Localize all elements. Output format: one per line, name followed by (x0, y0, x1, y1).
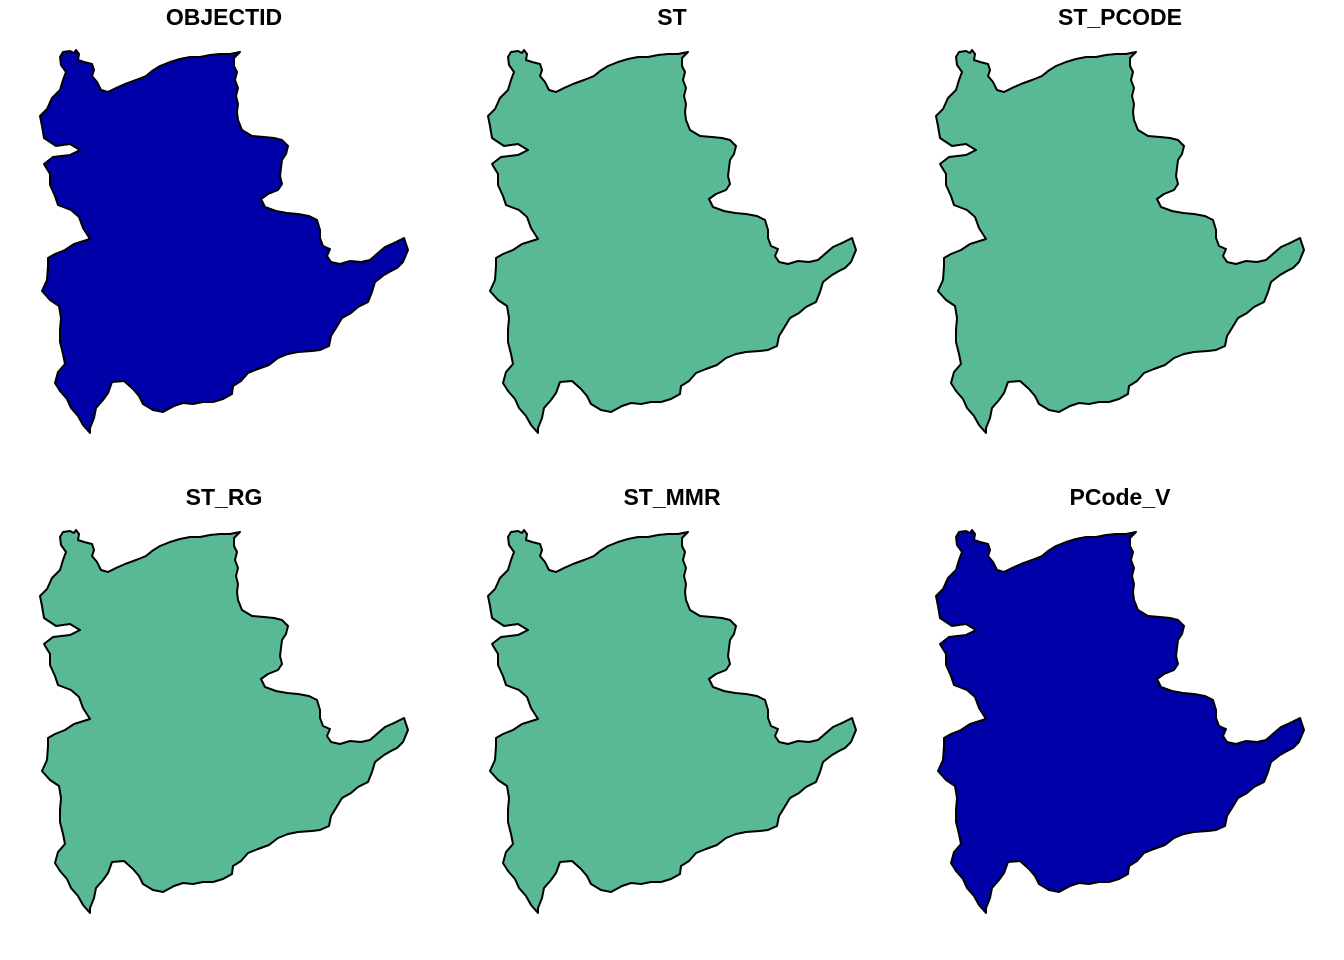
region-map (487, 529, 857, 914)
region-polygon (487, 529, 857, 914)
map-panel-pcode-v: PCode_V (896, 480, 1344, 960)
map-panel-st: ST (448, 0, 896, 480)
region-map (39, 49, 409, 434)
region-polygon (487, 49, 857, 434)
map-panel-objectid: OBJECTID (0, 0, 448, 480)
region-polygon (935, 529, 1305, 914)
region-polygon (39, 529, 409, 914)
map-panel-st-rg: ST_RG (0, 480, 448, 960)
region-polygon (935, 49, 1305, 434)
map-panel-st-mmr: ST_MMR (448, 480, 896, 960)
panel-title: ST (657, 4, 687, 30)
region-map (935, 49, 1305, 434)
region-map (39, 529, 409, 914)
panel-title: ST_MMR (623, 484, 721, 510)
panel-title: OBJECTID (165, 4, 283, 30)
panel-title: ST_RG (185, 484, 263, 510)
region-map (487, 49, 857, 434)
region-map (935, 529, 1305, 914)
map-panel-st-pcode: ST_PCODE (896, 0, 1344, 480)
region-polygon (39, 49, 409, 434)
panel-title: PCode_V (1069, 484, 1171, 510)
panel-title: ST_PCODE (1058, 4, 1182, 30)
